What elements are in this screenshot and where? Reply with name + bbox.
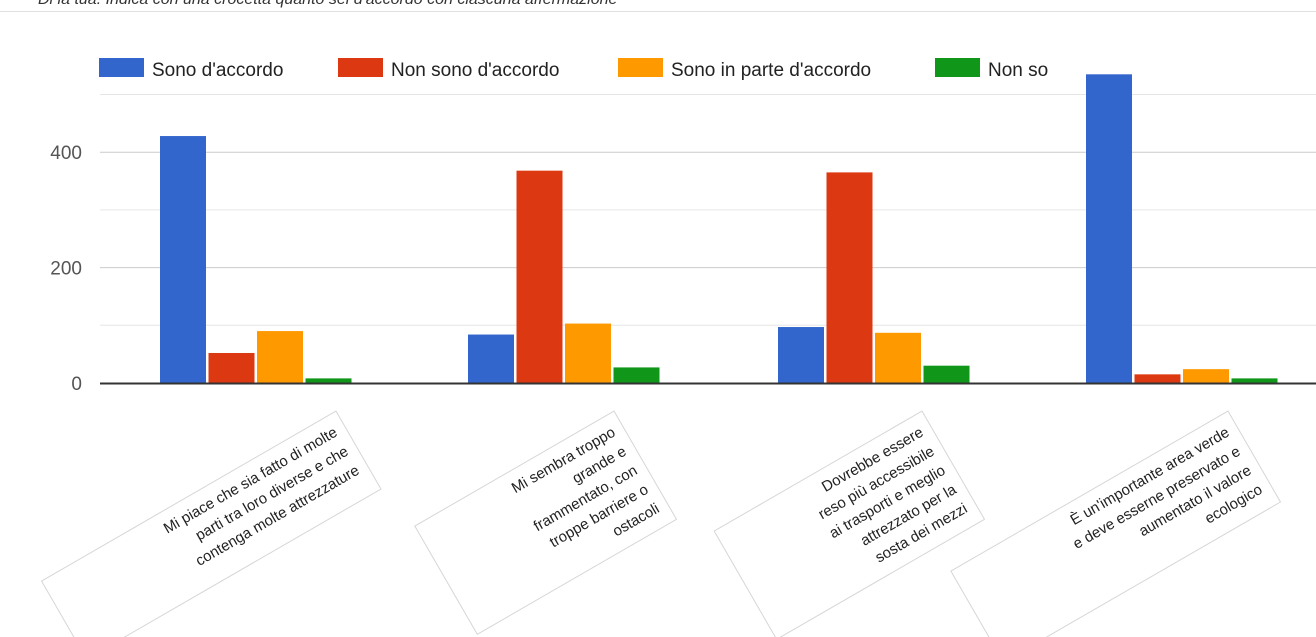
legend: Sono d'accordo Non sono d'accordo Sono in …	[99, 58, 1048, 81]
y-tick-label: 0	[71, 374, 82, 395]
legend-swatch	[935, 58, 980, 77]
category-label-box	[414, 410, 678, 636]
bar	[305, 378, 352, 383]
bar	[565, 323, 611, 383]
category-label-box	[40, 410, 382, 637]
bar	[1183, 369, 1229, 383]
bar	[923, 365, 970, 383]
legend-label: Sono d'accordo	[152, 60, 283, 81]
question-text: Di la tua: Indica con una crocetta quant…	[38, 0, 617, 9]
bar	[613, 367, 660, 383]
legend-swatch	[338, 58, 383, 77]
legend-label: Non sono d'accordo	[391, 60, 559, 81]
bar	[516, 170, 563, 383]
category-label-box	[713, 410, 986, 637]
bar	[1134, 374, 1181, 383]
bar	[1086, 74, 1132, 384]
bar	[208, 352, 255, 383]
bar	[778, 327, 824, 383]
legend-label: Non so	[988, 60, 1048, 81]
y-tick-label: 400	[50, 143, 82, 164]
bar	[257, 331, 303, 383]
bar	[160, 136, 206, 383]
gridlines	[100, 94, 1316, 326]
bars	[160, 74, 1278, 384]
legend-swatch	[99, 58, 144, 77]
y-tick-label: 200	[50, 259, 82, 280]
legend-label: Sono in parte d'accordo	[671, 60, 871, 81]
category-label-box	[950, 410, 1282, 637]
question-header: Di la tua: Indica con una crocetta quant…	[0, 0, 1316, 12]
bar	[875, 332, 921, 383]
bar	[1231, 378, 1278, 383]
bar	[826, 172, 873, 383]
legend-swatch	[618, 58, 663, 77]
bar	[468, 334, 514, 383]
y-axis-ticks: 0 200 400	[50, 143, 82, 395]
